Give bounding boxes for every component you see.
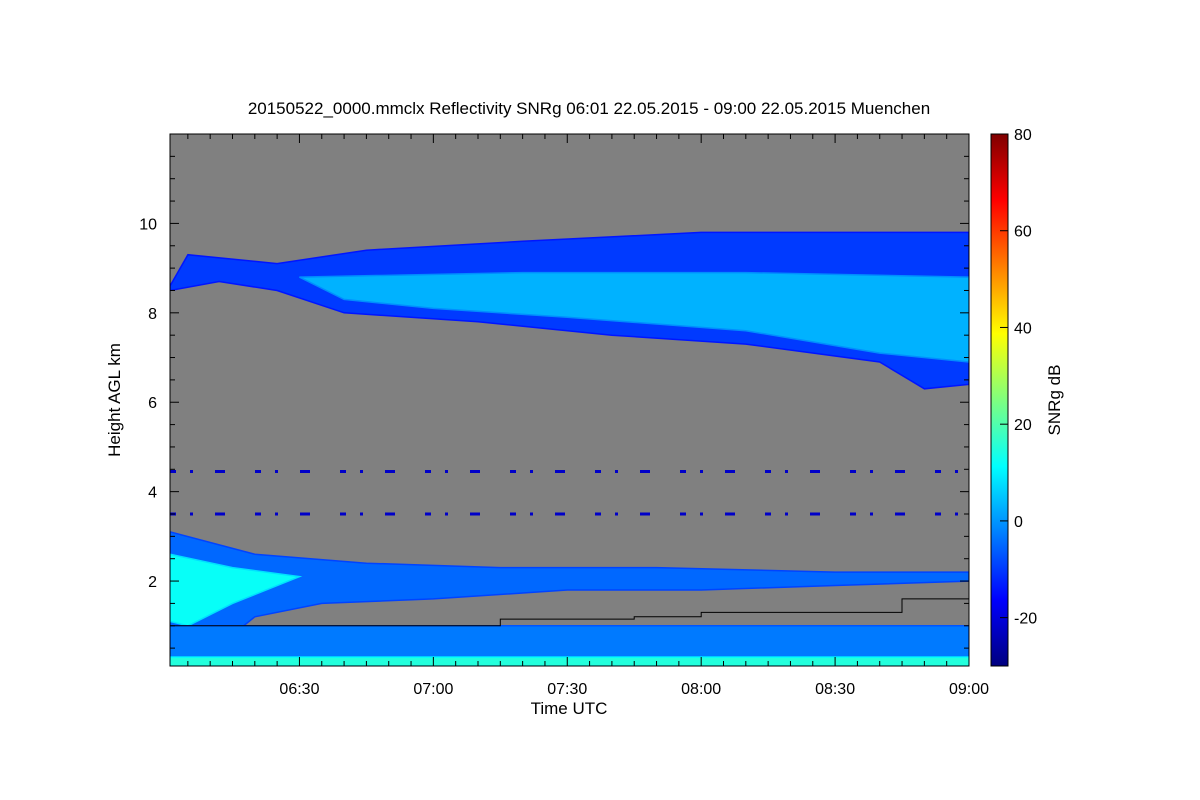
y-tick-label: 8 (148, 306, 157, 323)
reference-line (170, 598, 969, 627)
y-tick-label: 10 (139, 216, 157, 233)
x-axis: 06:30 07:00 07:30 08:00 08:30 09:00 (187, 134, 989, 698)
echo-region-surface-layer (170, 656, 969, 666)
colorbar-tick-label: 80 (1014, 127, 1032, 144)
x-tick-label: 09:00 (949, 681, 989, 698)
colorbar-tick-label: 20 (1014, 417, 1032, 434)
x-axis-label: Time UTC (531, 699, 608, 718)
colorbar-tick-label: 40 (1014, 320, 1032, 337)
y-tick-label: 4 (148, 485, 157, 502)
x-tick-label: 08:30 (815, 681, 855, 698)
colorbar-gradient (990, 133, 1009, 667)
noise-artifacts (170, 470, 969, 516)
echo-regions (170, 231, 969, 666)
y-tick-label: 2 (148, 574, 157, 591)
x-tick-label: 07:00 (413, 681, 453, 698)
echo-region-upper-cloud-core (299, 271, 969, 363)
y-tick-label: 6 (148, 395, 157, 412)
echo-region-surface-clutter (170, 625, 969, 666)
colorbar: -20 0 20 40 60 80 (990, 127, 1037, 667)
colorbar-tick-label: 60 (1014, 224, 1032, 241)
y-axis: 2 4 6 8 10 (139, 133, 969, 649)
plot-frame (169, 133, 970, 667)
plot-area (169, 133, 970, 667)
chart-title: 20150522_0000.mmclx Reflectivity SNRg 06… (248, 99, 930, 118)
colorbar-tick-label: -20 (1014, 611, 1037, 628)
x-tick-label: 08:00 (681, 681, 721, 698)
x-tick-label: 06:30 (279, 681, 319, 698)
y-axis-label: Height AGL km (105, 343, 124, 457)
colorbar-label: SNRg dB (1045, 365, 1064, 436)
echo-region-boundary-layer-core (170, 553, 303, 627)
x-tick-label: 07:30 (547, 681, 587, 698)
colorbar-tick-label: 0 (1014, 514, 1023, 531)
